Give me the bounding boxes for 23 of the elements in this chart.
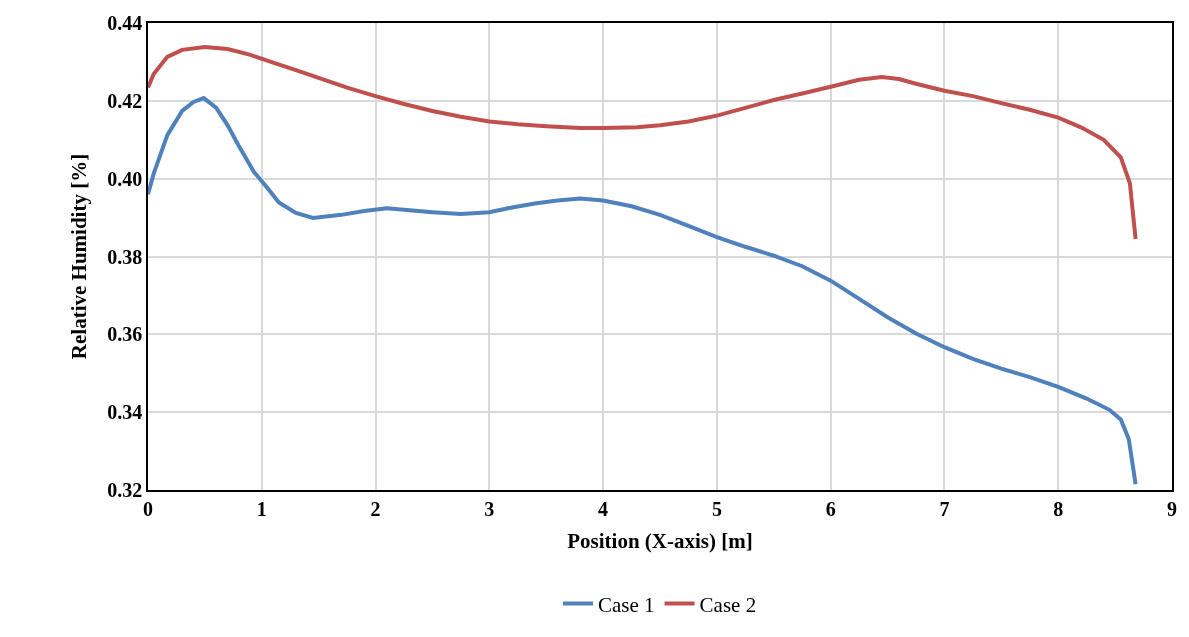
x-tick-label: 0 [143, 497, 153, 520]
line-series [148, 45, 1138, 241]
y-tick-label: 0.36 [107, 323, 143, 346]
x-tick-label: 2 [370, 497, 381, 520]
y-tick-label: 0.44 [107, 12, 143, 34]
y-axis-title: Relative Humidity [%] [66, 153, 91, 360]
legend-label: Case 2 [699, 592, 757, 617]
x-tick-label: 8 [1053, 497, 1064, 520]
legend-label: Case 1 [598, 592, 655, 617]
x-tick-label: 4 [598, 497, 609, 520]
y-tick-label: 0.38 [107, 245, 143, 268]
y-tick-label: 0.40 [107, 167, 143, 190]
line-series [148, 96, 1138, 487]
y-tick-label: 0.32 [107, 479, 143, 501]
x-axis-title: Position (X-axis) [m] [567, 529, 753, 554]
y-tick-label: 0.34 [107, 401, 143, 424]
x-tick-label: 9 [1167, 497, 1177, 520]
x-tick-label: 3 [484, 497, 495, 520]
y-tick-label: 0.42 [107, 89, 143, 112]
x-tick-label: 7 [939, 497, 950, 520]
x-tick-label: 6 [825, 497, 836, 520]
x-tick-label: 1 [256, 497, 267, 520]
x-tick-label: 5 [711, 497, 722, 520]
